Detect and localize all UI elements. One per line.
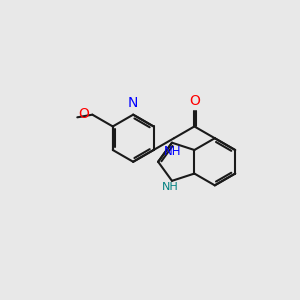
- Text: N: N: [128, 96, 138, 110]
- Text: NH: NH: [164, 145, 181, 158]
- Text: NH: NH: [162, 182, 178, 192]
- Text: O: O: [79, 107, 89, 121]
- Text: O: O: [190, 94, 200, 108]
